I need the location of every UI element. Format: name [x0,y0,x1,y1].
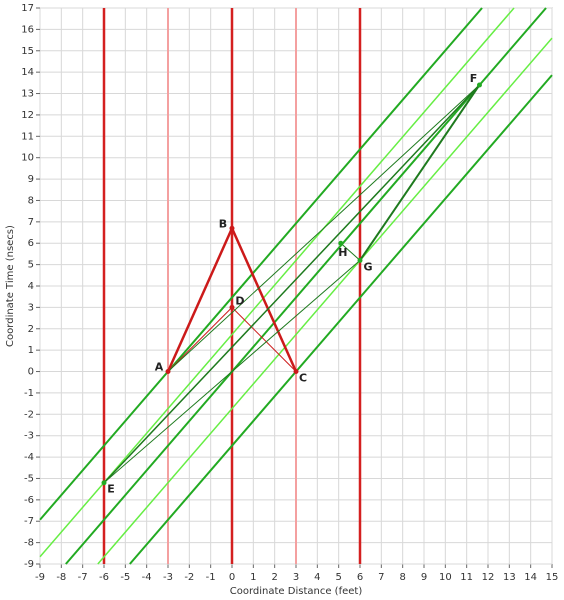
y-tick-label: 17 [21,3,34,14]
x-tick-label: 15 [546,572,559,583]
y-tick-label: 4 [28,281,34,292]
segment [230,227,298,373]
y-tick-label: -6 [24,495,34,506]
event-point [229,304,235,310]
y-tick-label: 16 [21,24,34,35]
y-tick-label: -1 [24,388,34,399]
event-point [165,369,171,375]
segment [340,242,361,261]
x-tick-label: -6 [99,572,109,583]
x-tick-label: 8 [399,572,405,583]
event-point [476,82,482,88]
segment [65,7,547,565]
x-tick-label: 6 [357,572,363,583]
y-tick-label: -4 [24,452,34,463]
segment [103,259,361,484]
y-tick-label: 14 [21,67,34,78]
point-label: F [470,72,478,85]
y-tick-label: -5 [24,473,34,484]
segment [103,84,481,484]
y-tick-label: 5 [28,260,34,271]
event-point [357,257,363,263]
x-tick-label: 3 [293,572,299,583]
point-label: D [235,294,244,307]
y-tick-label: 0 [28,367,34,378]
x-tick-label: -5 [120,572,130,583]
y-tick-label: 12 [21,110,34,121]
y-tick-label: 13 [21,89,34,100]
y-tick-label: -8 [24,538,34,549]
x-tick-label: -2 [184,572,194,583]
x-tick-label: 2 [271,572,277,583]
x-tick-label: -1 [206,572,216,583]
y-tick-label: -7 [24,516,34,527]
segment [39,7,483,521]
segment [167,84,480,372]
x-tick-label: -3 [163,572,173,583]
segment [129,74,553,565]
y-tick-label: 1 [28,345,34,356]
x-tick-label: 9 [421,572,427,583]
segment [39,7,515,558]
y-tick-label: 8 [28,195,34,206]
point-label: C [299,372,307,385]
y-tick-label: 9 [28,174,34,185]
y-tick-label: 10 [21,153,34,164]
y-tick-label: -2 [24,409,34,420]
y-tick-label: -9 [24,559,34,570]
point-label: G [363,260,372,273]
x-tick-label: 13 [503,572,516,583]
point-label: B [219,217,227,230]
segment [359,84,481,261]
segment [166,227,234,373]
segment [97,37,553,565]
x-tick-label: 12 [482,572,495,583]
y-tick-label: -3 [24,431,34,442]
x-tick-label: 0 [229,572,235,583]
x-tick-label: 4 [314,572,320,583]
x-tick-label: 14 [524,572,537,583]
x-tick-label: 10 [439,572,452,583]
x-tick-label: 7 [378,572,384,583]
y-tick-label: 15 [21,46,34,57]
y-tick-label: 2 [28,324,34,335]
segment [167,307,233,372]
event-point [101,480,107,486]
y-axis-title: Coordinate Time (nsecs) [5,225,16,347]
y-tick-label: 6 [28,238,34,249]
x-tick-label: -7 [78,572,88,583]
point-label: A [155,361,164,374]
x-tick-label: -4 [142,572,152,583]
y-tick-label: 11 [21,131,34,142]
x-axis-title: Coordinate Distance (feet) [230,586,363,597]
x-tick-label: 11 [460,572,473,583]
y-tick-label: 3 [28,302,34,313]
y-tick-label: 7 [28,217,34,228]
x-tick-label: 1 [250,572,256,583]
x-tick-label: 5 [335,572,341,583]
event-point [293,369,299,375]
x-tick-label: -9 [35,572,45,583]
event-point [229,225,235,231]
point-label: H [338,246,347,259]
segment [231,307,297,372]
x-tick-label: -8 [56,572,66,583]
event-point [338,240,344,246]
point-label: E [107,483,115,496]
